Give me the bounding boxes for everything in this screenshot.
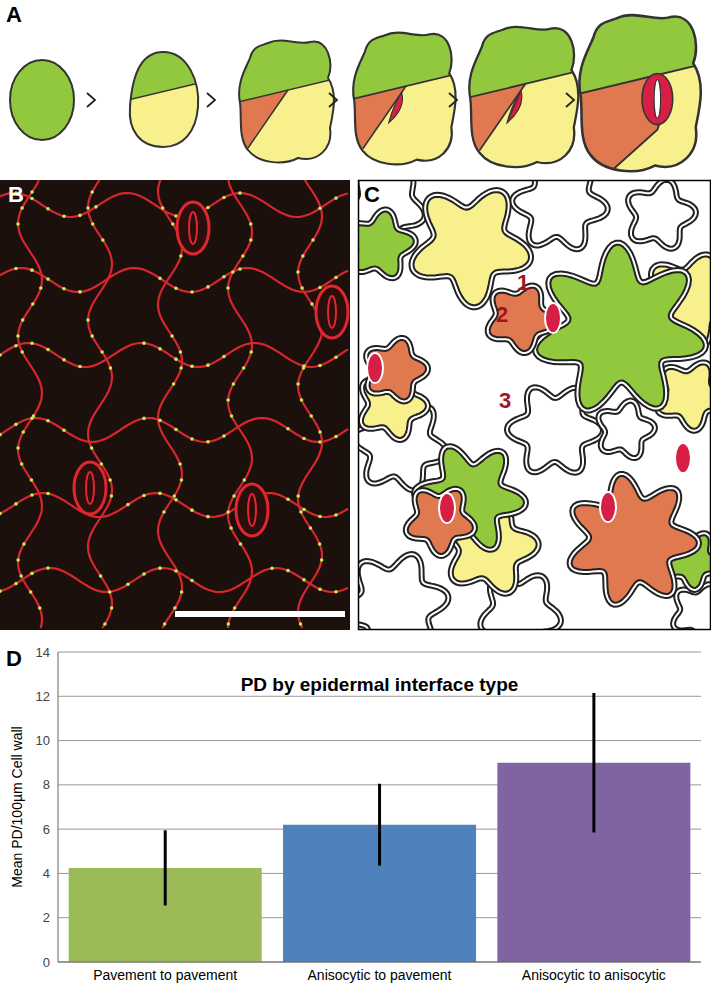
svg-text:6: 6	[43, 822, 50, 837]
svg-text:10: 10	[36, 733, 50, 748]
html-text:PD by epidermal interface type: PD by epidermal interface type	[240, 674, 519, 695]
svg-text:12: 12	[36, 689, 50, 704]
svg-text:Anisocytic to pavement: Anisocytic to pavement	[308, 967, 452, 983]
svg-text:A: A	[6, 2, 22, 27]
svg-text:4: 4	[43, 866, 50, 881]
svg-text:2: 2	[43, 910, 50, 925]
svg-text:0: 0	[43, 955, 50, 970]
svg-text:8: 8	[43, 777, 50, 792]
svg-text:2: 2	[496, 302, 508, 327]
svg-text:C: C	[364, 182, 380, 207]
svg-text:1: 1	[517, 270, 529, 295]
svg-text:Mean PD/100µm Cell wall: Mean PD/100µm Cell wall	[9, 726, 25, 887]
svg-text:Pavement to pavement: Pavement to pavement	[93, 967, 237, 983]
svg-text:14: 14	[36, 645, 50, 660]
svg-text:B: B	[8, 182, 24, 207]
html-text:D: D	[6, 646, 22, 671]
svg-text:3: 3	[499, 388, 511, 413]
svg-text:Anisocytic to anisocytic: Anisocytic to anisocytic	[522, 967, 666, 983]
